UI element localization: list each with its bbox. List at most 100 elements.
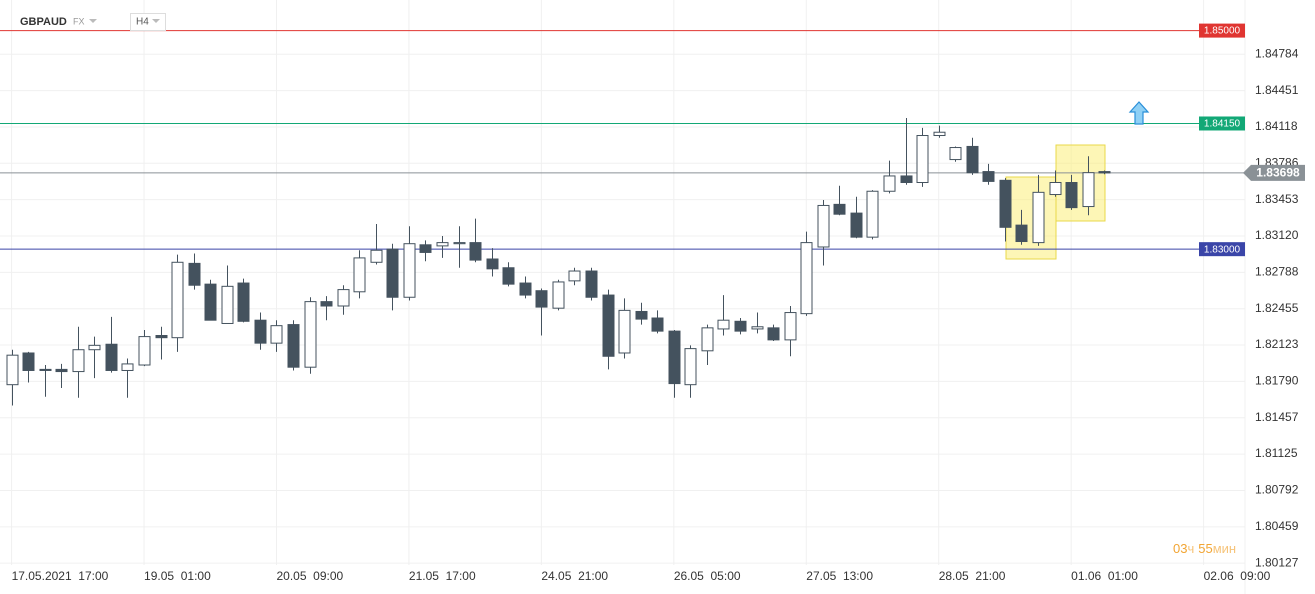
y-tick-label: 1.81125 xyxy=(1255,446,1298,460)
candle-body xyxy=(287,324,300,368)
candle-body xyxy=(1082,172,1095,208)
timeframe-box[interactable] xyxy=(130,13,166,31)
symbol[interactable]: GBPAUD xyxy=(20,16,67,28)
candle-body xyxy=(419,244,432,253)
candle-body xyxy=(337,289,350,307)
candle-body xyxy=(1032,191,1045,244)
x-tick-label: 24.05 21:00 xyxy=(541,569,608,583)
y-tick-label: 1.81790 xyxy=(1255,374,1299,388)
timer-minutes-unit: мин xyxy=(1213,541,1236,556)
level-label: 1.83000 xyxy=(1204,244,1241,255)
y-tick-label: 1.80792 xyxy=(1255,483,1299,497)
candle-body xyxy=(6,354,19,386)
candle-body xyxy=(138,336,151,366)
candle-body xyxy=(1015,224,1028,243)
candle-body xyxy=(800,242,813,315)
y-tick-label: 1.80459 xyxy=(1255,519,1299,533)
dropdown-icon[interactable] xyxy=(152,19,160,23)
candle-body xyxy=(370,249,383,263)
candle-body xyxy=(552,281,565,309)
y-tick-label: 1.80127 xyxy=(1255,555,1299,569)
candle-body xyxy=(684,348,697,386)
y-tick-label: 1.82123 xyxy=(1255,337,1299,351)
y-tick-label: 1.81457 xyxy=(1255,410,1299,424)
up-arrow-icon xyxy=(1128,101,1150,125)
timer-hours-unit: ч xyxy=(1187,541,1194,556)
last-price-box xyxy=(1243,164,1305,181)
candle-body xyxy=(270,325,283,344)
candle-body xyxy=(72,349,85,373)
x-tick-label: 01.06 01:00 xyxy=(1071,569,1138,583)
y-tick-label: 1.84784 xyxy=(1255,46,1299,60)
candle-body xyxy=(453,242,466,245)
candle-body xyxy=(602,294,615,357)
candle-body xyxy=(850,212,863,238)
candle-body xyxy=(966,145,979,174)
candle-body xyxy=(304,301,317,368)
candle-body xyxy=(502,267,515,285)
candle-body xyxy=(237,282,250,322)
candle-body xyxy=(519,282,532,296)
candle-body xyxy=(188,262,201,286)
x-tick-label: 26.05 05:00 xyxy=(674,569,741,583)
candle-body xyxy=(1049,182,1062,196)
candle-body xyxy=(933,131,946,137)
candle-body xyxy=(767,327,780,341)
candle-body xyxy=(55,368,68,373)
x-tick-label: 19.05 01:00 xyxy=(144,569,211,583)
candle-body xyxy=(900,175,913,184)
levels xyxy=(0,30,1245,250)
grid xyxy=(0,0,1246,594)
timer-minutes: 55 xyxy=(1198,541,1212,556)
candle-body xyxy=(155,335,168,339)
candle-body xyxy=(982,171,995,182)
market[interactable]: FX xyxy=(73,16,85,26)
level-label: 1.84150 xyxy=(1204,119,1241,130)
dropdown-icon[interactable] xyxy=(89,19,97,23)
candle-body xyxy=(22,352,35,371)
candle-body xyxy=(39,368,52,371)
x-tick-label: 27.05 13:00 xyxy=(806,569,873,583)
candle-body xyxy=(635,310,648,320)
candle-body xyxy=(701,327,714,352)
level-label: 1.85000 xyxy=(1204,26,1241,37)
candle-body xyxy=(353,257,366,293)
candle-body xyxy=(866,190,879,238)
x-tick-label: 21.05 17:00 xyxy=(409,569,476,583)
timeframe[interactable]: H4 xyxy=(136,17,149,28)
y-tick-label: 1.82788 xyxy=(1255,265,1299,279)
candle-body xyxy=(949,147,962,161)
x-tick-label: 28.05 21:00 xyxy=(939,569,1006,583)
candle-body xyxy=(88,344,101,351)
candle-body xyxy=(403,243,416,298)
candle-body xyxy=(254,319,267,344)
candle-body xyxy=(386,248,399,298)
level-label-box xyxy=(1199,116,1245,131)
candle-body xyxy=(535,290,548,308)
y-tick-label: 1.82455 xyxy=(1255,301,1299,315)
candle-body xyxy=(651,317,664,332)
level-label-box xyxy=(1199,242,1245,257)
x-tick-label: 02.06 09:00 xyxy=(1204,569,1271,583)
candle-body xyxy=(436,242,449,247)
candle-body xyxy=(734,320,747,332)
labels: 1.847841.844511.841181.837861.834531.831… xyxy=(12,23,1305,583)
candle-body xyxy=(568,270,581,282)
y-tick-label: 1.84118 xyxy=(1255,119,1298,133)
candle-body xyxy=(999,179,1012,228)
candle-body xyxy=(121,363,134,371)
y-tick-label: 1.83120 xyxy=(1255,228,1299,242)
candle-body xyxy=(1098,171,1111,174)
candle-body xyxy=(751,326,764,330)
candle-body xyxy=(916,135,929,184)
candle-body xyxy=(469,242,482,261)
candle-body xyxy=(883,175,896,192)
highlight-box xyxy=(1005,176,1057,260)
candle-body xyxy=(1065,182,1078,209)
candle-body xyxy=(105,343,118,371)
timer-hours: 03 xyxy=(1173,541,1187,556)
candle-body xyxy=(784,312,797,341)
x-tick-label: 20.05 09:00 xyxy=(276,569,343,583)
candle-body xyxy=(320,301,333,307)
